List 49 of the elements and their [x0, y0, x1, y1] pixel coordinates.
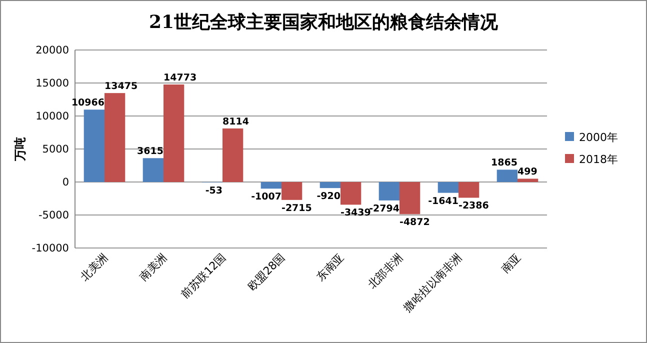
data-label: -1007 — [251, 192, 282, 203]
y-tick-label: 20000 — [36, 44, 69, 57]
bar — [438, 182, 458, 193]
data-label: 8114 — [222, 116, 250, 128]
y-tick-label: 5000 — [42, 144, 69, 156]
x-tick-label: 南亚 — [498, 250, 524, 276]
data-label: -2386 — [458, 200, 490, 212]
chart-title: 21世纪全球主要国家和地区的粮食结余情况 — [148, 12, 500, 33]
data-label: -53 — [205, 185, 222, 196]
x-tick-label: 前苏联12国 — [178, 250, 229, 302]
bar — [400, 182, 420, 214]
bar — [458, 182, 480, 198]
bar — [496, 170, 518, 182]
data-label: 14773 — [164, 72, 197, 84]
bar — [104, 93, 126, 182]
y-axis-title: 万吨 — [13, 137, 27, 162]
x-tick-label: 北美洲 — [78, 250, 111, 284]
bar — [340, 182, 362, 205]
data-label: 10966 — [71, 98, 105, 109]
bar — [518, 178, 538, 182]
data-label: -4872 — [400, 217, 430, 228]
data-label: -920 — [316, 191, 341, 202]
x-tick-label: 欧盟28国 — [245, 250, 288, 294]
x-tick-label: 南美洲 — [137, 250, 170, 284]
data-label: 1865 — [491, 158, 518, 169]
bar — [378, 182, 400, 200]
bar — [164, 84, 184, 182]
y-tick-label: 10000 — [36, 110, 69, 123]
y-tick-label: -10000 — [32, 242, 69, 255]
data-label: 3615 — [137, 146, 164, 158]
bar — [260, 182, 282, 189]
bar — [320, 182, 340, 188]
y-tick-label: 15000 — [36, 78, 69, 90]
x-tick-label: 北部非洲 — [365, 250, 406, 292]
bar — [282, 182, 302, 200]
data-label: -2715 — [282, 202, 312, 214]
bar — [222, 128, 244, 182]
bar — [142, 158, 164, 182]
legend-label: 2000年 — [579, 130, 618, 144]
data-label: -1641 — [428, 196, 458, 207]
y-tick-label: 0 — [62, 176, 69, 189]
data-label: -2794 — [369, 203, 400, 214]
bar — [84, 110, 104, 182]
data-label: 499 — [518, 166, 538, 178]
data-label: 13475 — [104, 81, 138, 92]
y-tick-label: -5000 — [38, 210, 69, 222]
data-label: -3439 — [340, 208, 371, 219]
x-tick-label: 东南亚 — [314, 250, 347, 284]
legend-label: 2018年 — [579, 152, 618, 166]
